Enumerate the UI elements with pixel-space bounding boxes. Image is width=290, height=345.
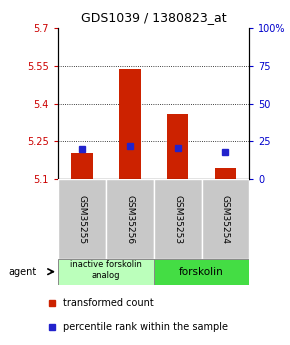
Bar xyxy=(215,168,236,179)
Bar xyxy=(58,259,154,285)
Text: GSM35254: GSM35254 xyxy=(221,195,230,244)
Bar xyxy=(154,259,249,285)
Bar xyxy=(106,179,154,259)
Bar xyxy=(71,153,93,179)
Text: GSM35253: GSM35253 xyxy=(173,195,182,244)
Bar xyxy=(202,179,249,259)
Text: percentile rank within the sample: percentile rank within the sample xyxy=(63,322,228,332)
Title: GDS1039 / 1380823_at: GDS1039 / 1380823_at xyxy=(81,11,226,24)
Bar xyxy=(58,179,106,259)
Text: transformed count: transformed count xyxy=(63,298,154,308)
Text: forskolin: forskolin xyxy=(179,267,224,277)
Text: inactive forskolin
analog: inactive forskolin analog xyxy=(70,260,142,280)
Bar xyxy=(119,69,141,179)
Text: GSM35255: GSM35255 xyxy=(77,195,86,244)
Text: GSM35256: GSM35256 xyxy=(125,195,134,244)
Bar xyxy=(167,114,189,179)
Bar xyxy=(154,179,202,259)
Text: agent: agent xyxy=(9,267,37,277)
